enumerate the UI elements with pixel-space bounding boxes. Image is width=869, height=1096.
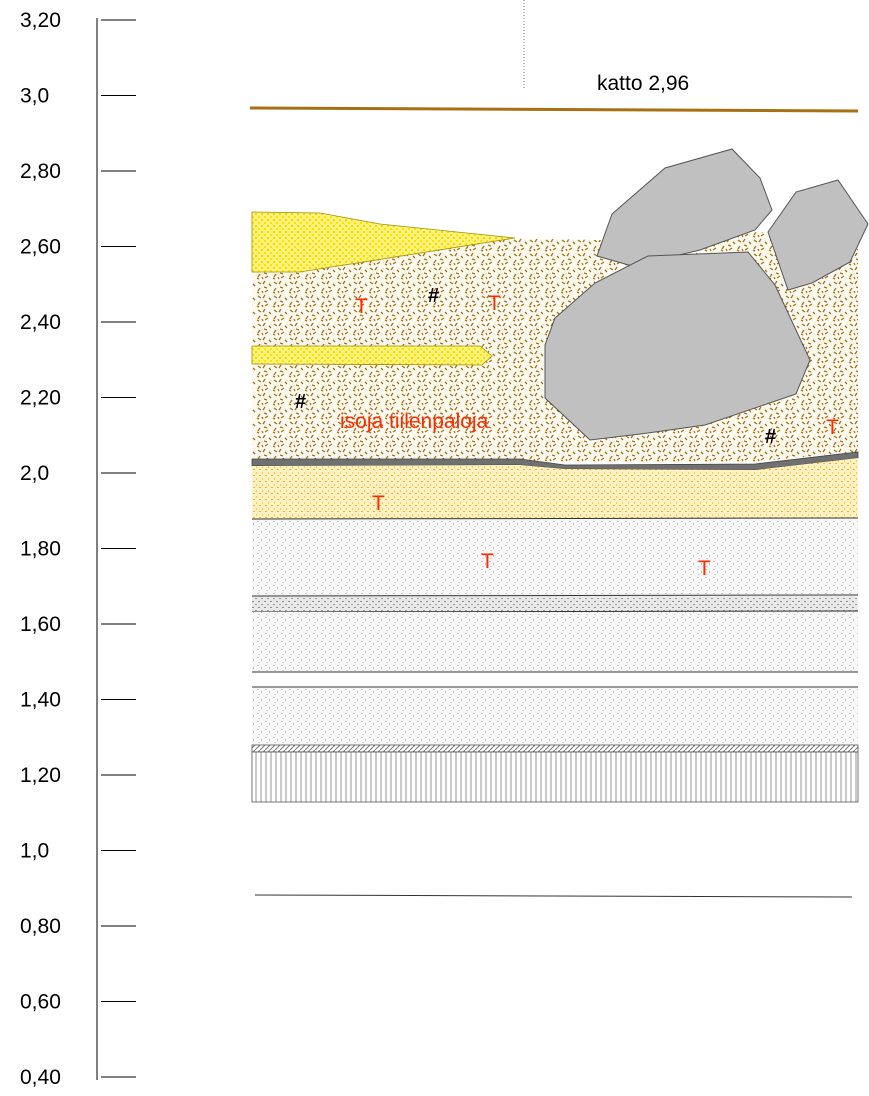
scale-tick-label: 0,40 [20, 1066, 61, 1089]
scale-tick-label: 2,0 [20, 462, 49, 485]
stone-large [544, 251, 811, 441]
hash-marker: # [428, 285, 439, 307]
scale-tick-label: 0,60 [20, 991, 61, 1014]
layer-grey-silt-3 [252, 688, 858, 745]
scale-tick-label: 2,20 [20, 387, 61, 410]
t-marker: T [372, 492, 385, 515]
layer-diagonal-hatch [251, 744, 859, 753]
scale-tick-label: 3,20 [20, 9, 61, 32]
layer-grey-silt-2 [252, 612, 858, 672]
layer-yellow-sand-lens [251, 345, 493, 366]
scale-tick-label: 1,60 [20, 613, 61, 636]
scale-tick-label: 1,40 [20, 689, 61, 712]
t-marker: T [698, 557, 711, 580]
bottom-line [254, 894, 853, 898]
t-marker: T [826, 416, 839, 439]
stone-upper-left [596, 148, 773, 267]
roof-line: katto 2,96 [249, 72, 859, 113]
scale-tick-label: 1,0 [20, 840, 49, 863]
layer-vertical-hatch [251, 751, 859, 803]
layer-grey-silt-1 [252, 519, 858, 595]
scale-tick-label: 1,80 [20, 538, 61, 561]
layer-grey-dark-band [252, 596, 858, 612]
layer-white-gap [252, 673, 858, 687]
scale-tick-label: 2,40 [20, 311, 61, 334]
brick-fragments-label: isoja tiilenpaloja [340, 410, 489, 433]
scale-tick-label: 2,60 [20, 236, 61, 259]
t-marker: T [488, 292, 501, 315]
stone-upper-right [767, 179, 869, 291]
hash-marker: # [295, 391, 306, 413]
scale-tick-label: 3,0 [20, 85, 49, 108]
depth-scale: 3,20 3,0 2,80 2,60 2,40 2,20 2,0 1,80 1,60 1,40 1,… [20, 9, 136, 1089]
scale-tick-label: 2,80 [20, 160, 61, 183]
scale-tick-label: 0,80 [20, 915, 61, 938]
t-marker: T [355, 295, 368, 318]
roof-label: katto 2,96 [597, 72, 689, 95]
t-marker: T [481, 550, 494, 573]
annotations: isoja tiilenpaloja T T T T T T # # # [295, 285, 839, 580]
layer-yellow-sand-upper [251, 211, 516, 273]
stones [544, 148, 869, 441]
hash-marker: # [765, 426, 776, 448]
scale-tick-label: 1,20 [20, 764, 61, 787]
layer-orange-sand [252, 458, 858, 519]
